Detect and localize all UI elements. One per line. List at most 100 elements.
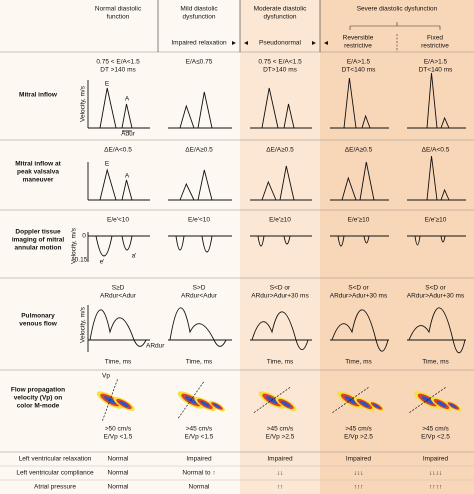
- column-header: dysfunction: [264, 14, 297, 21]
- dti-wave: [201, 235, 213, 253]
- criterion: ARdur<Adur: [100, 293, 137, 300]
- criterion: E/A>1.5: [347, 59, 371, 66]
- criterion: S>D: [193, 285, 206, 292]
- mitral-wave: [343, 77, 357, 129]
- row-label: Flow propagation: [11, 387, 65, 394]
- summary-value: ↑↑↑↑: [429, 484, 442, 491]
- summary-value: Impaired: [423, 456, 449, 463]
- dti-wave: [414, 235, 421, 246]
- wave-label: E: [105, 161, 110, 168]
- mitral-wave: [440, 188, 450, 201]
- criterion: 0.75 < E/A<1.5: [96, 59, 140, 66]
- criterion: E/e'≥10: [425, 217, 447, 224]
- dti-wave: [283, 235, 291, 245]
- criterion: 0.75 < E/A<1.5: [258, 59, 302, 66]
- wave-label: e': [100, 259, 105, 266]
- dti-wave: [175, 235, 185, 251]
- pv-wave: [251, 311, 309, 351]
- summary-value: Impaired: [186, 456, 212, 463]
- criterion: E/e'<10: [107, 217, 129, 224]
- dti-wave: [337, 235, 345, 247]
- criterion: ΔE/A≥0.5: [185, 147, 213, 154]
- axis-label: Time, ms: [345, 359, 372, 366]
- column-header: Moderate diastolic: [254, 6, 307, 13]
- criterion: ΔE/A<0.5: [422, 147, 450, 154]
- color-flow: [200, 400, 210, 408]
- criterion: ΔE/A<0.5: [104, 147, 132, 154]
- column-header: dysfunction: [183, 14, 216, 21]
- mitral-wave: [426, 155, 438, 201]
- mitral-wave: [426, 72, 438, 129]
- criterion: S<D or: [270, 285, 291, 292]
- color-flow: [449, 403, 458, 409]
- summary-value: Normal: [108, 470, 130, 477]
- color-flow: [281, 400, 291, 408]
- mitral-wave: [261, 87, 279, 129]
- pv-wave: [331, 309, 389, 352]
- color-flow: [372, 403, 381, 409]
- axis-label: Time, ms: [105, 359, 132, 366]
- wave-label: a': [132, 253, 137, 260]
- vp-slope: [253, 387, 291, 413]
- column-header: Severe diastolic dysfunction: [357, 6, 438, 13]
- criterion: ΔE/A≥0.5: [266, 147, 294, 154]
- color-flow: [213, 403, 221, 409]
- criterion: E/e'<10: [188, 217, 210, 224]
- wave-label: A: [125, 96, 130, 103]
- criterion: ARdur>Adur+30 ms: [330, 293, 388, 300]
- row-label: annular motion: [15, 245, 62, 252]
- axis-label: Velocity, m/s: [71, 227, 78, 264]
- vp-slope: [332, 387, 369, 413]
- mitral-wave: [179, 182, 195, 201]
- dti-wave: [363, 235, 370, 244]
- color-flow: [436, 400, 447, 408]
- criterion: >50 cm/s: [105, 426, 132, 433]
- mitral-wave: [341, 176, 357, 201]
- mitral-wave: [440, 116, 450, 129]
- summary-value: Impaired: [346, 456, 372, 463]
- summary-label: Left ventricular relaxation: [19, 456, 92, 463]
- dti-wave: [95, 235, 113, 257]
- criterion: DT>140 ms: [263, 67, 298, 74]
- dti-wave: [440, 235, 446, 243]
- axis-label: Time, ms: [422, 359, 449, 366]
- wave-label: Adur: [121, 131, 136, 138]
- criterion: E/e'≥10: [348, 217, 370, 224]
- row-label: imaging of mitral: [12, 237, 65, 244]
- row-label: velocity (Vp) on: [14, 395, 62, 402]
- row-label: Mitral inflow at: [15, 161, 61, 168]
- summary-value: Impaired: [267, 456, 293, 463]
- wave-label: A: [125, 173, 130, 180]
- summary-label: Atrial pressure: [34, 484, 76, 491]
- criterion: >45 cm/s: [422, 426, 449, 433]
- summary-value: Normal to ↑: [182, 470, 215, 477]
- mitral-wave: [121, 179, 133, 201]
- criterion: E/Vp >2.5: [344, 434, 373, 441]
- criterion: ARdur>Adur+30 ms: [407, 293, 465, 300]
- criterion: S≥D: [112, 285, 125, 292]
- mitral-wave: [283, 103, 295, 129]
- criterion: ARdur>Adur+30 ms: [251, 293, 309, 300]
- criterion: E/Vp <2.5: [421, 434, 450, 441]
- column-subheader: restrictive: [344, 43, 372, 50]
- criterion: E/e'≥10: [269, 217, 291, 224]
- row-label: Mitral inflow: [19, 92, 58, 99]
- column-header: function: [107, 14, 130, 21]
- criterion: >45 cm/s: [186, 426, 213, 433]
- vp-slope: [409, 387, 446, 413]
- summary-value: Normal: [108, 456, 130, 463]
- criterion: ARdur<Adur: [181, 293, 218, 300]
- mitral-wave: [359, 161, 375, 201]
- dti-wave: [257, 235, 265, 247]
- axis-label: Time, ms: [186, 359, 213, 366]
- summary-label: Left ventricular compliance: [16, 470, 94, 477]
- summary-value: ↓↓: [277, 470, 284, 477]
- summary-value: ↓↓↓: [354, 470, 364, 477]
- mitral-wave: [197, 91, 213, 129]
- column-header: Mild diastolic: [180, 6, 218, 13]
- criterion: DT >140 ms: [100, 67, 136, 74]
- row-label: Pulmonary: [21, 313, 55, 320]
- row-label: peak valsalva: [17, 169, 59, 176]
- mitral-wave: [361, 114, 371, 129]
- tick-label: 0: [82, 233, 86, 240]
